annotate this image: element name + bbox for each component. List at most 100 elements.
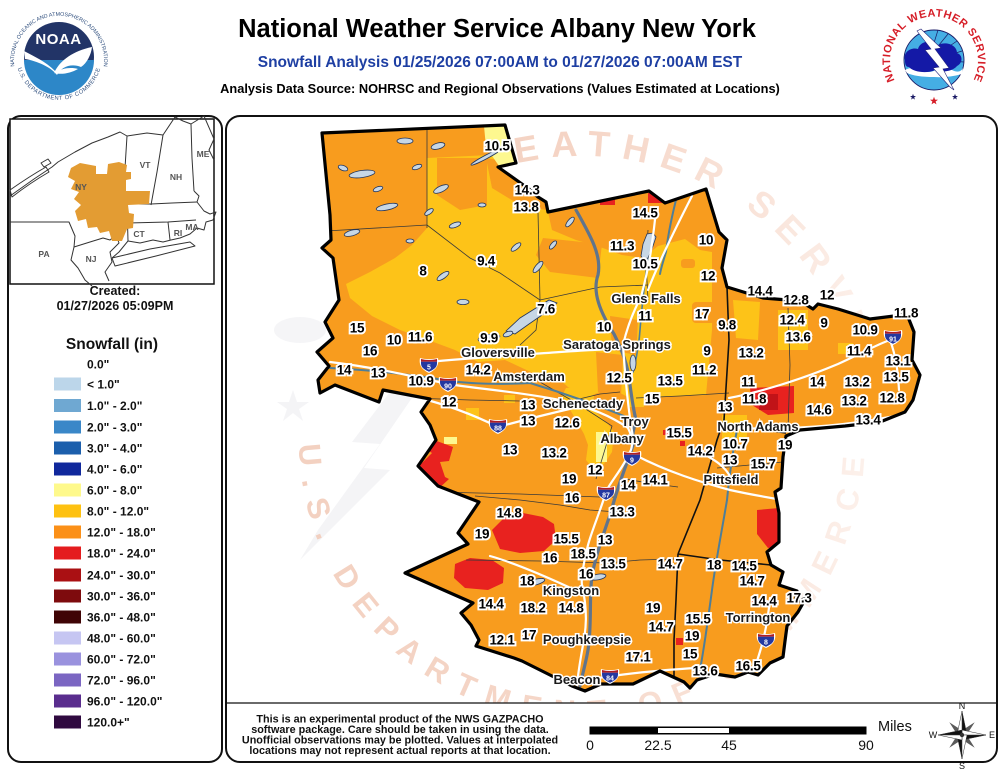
svg-text:18.5: 18.5 bbox=[570, 547, 596, 562]
svg-text:Beacon: Beacon bbox=[554, 672, 601, 687]
svg-text:14.2: 14.2 bbox=[465, 363, 490, 378]
svg-text:19: 19 bbox=[646, 601, 660, 616]
svg-text:10.5: 10.5 bbox=[484, 139, 510, 154]
svg-text:19: 19 bbox=[685, 629, 699, 644]
svg-text:13.2: 13.2 bbox=[844, 375, 869, 390]
svg-text:Poughkeepsie: Poughkeepsie bbox=[543, 632, 631, 647]
svg-text:9: 9 bbox=[630, 458, 634, 465]
svg-text:13: 13 bbox=[503, 443, 518, 458]
svg-text:13.5: 13.5 bbox=[883, 370, 909, 385]
svg-text:90: 90 bbox=[858, 737, 874, 753]
svg-text:18: 18 bbox=[520, 574, 535, 589]
svg-text:9.9: 9.9 bbox=[480, 331, 498, 346]
svg-text:88: 88 bbox=[494, 426, 502, 433]
svg-text:RI: RI bbox=[174, 228, 183, 238]
svg-text:19: 19 bbox=[475, 527, 489, 542]
svg-text:W: W bbox=[929, 730, 938, 740]
svg-text:12.5: 12.5 bbox=[606, 371, 632, 386]
svg-text:14.7: 14.7 bbox=[648, 620, 673, 635]
svg-text:15: 15 bbox=[645, 392, 660, 407]
svg-text:software package. Care should: software package. Care should be taken i… bbox=[251, 724, 549, 736]
svg-text:13.6: 13.6 bbox=[785, 330, 811, 345]
svg-text:10.9: 10.9 bbox=[852, 323, 877, 338]
svg-text:11.3: 11.3 bbox=[610, 239, 635, 254]
svg-text:8: 8 bbox=[419, 264, 427, 279]
svg-text:National Weather Service Alban: National Weather Service Albany New York bbox=[238, 15, 757, 43]
svg-text:NOAA: NOAA bbox=[35, 31, 81, 48]
svg-text:Created:: Created: bbox=[90, 284, 141, 298]
svg-text:10: 10 bbox=[597, 320, 611, 335]
svg-text:13: 13 bbox=[598, 533, 613, 548]
svg-text:96.0" - 120.0": 96.0" - 120.0" bbox=[87, 695, 162, 709]
svg-text:14.5: 14.5 bbox=[632, 206, 658, 221]
svg-text:12.1: 12.1 bbox=[489, 633, 515, 648]
svg-text:14.1: 14.1 bbox=[642, 473, 668, 488]
svg-text:Torrington: Torrington bbox=[726, 610, 791, 625]
svg-text:14.6: 14.6 bbox=[806, 403, 832, 418]
svg-text:16: 16 bbox=[565, 491, 580, 506]
svg-text:Albany: Albany bbox=[600, 431, 644, 446]
svg-text:13: 13 bbox=[521, 414, 536, 429]
svg-text:15.5: 15.5 bbox=[685, 612, 711, 627]
svg-text:13.1: 13.1 bbox=[885, 354, 911, 369]
svg-text:19: 19 bbox=[778, 438, 792, 453]
svg-text:13.6: 13.6 bbox=[692, 664, 718, 679]
svg-text:Analysis Data Source: NOHRSC a: Analysis Data Source: NOHRSC and Regiona… bbox=[220, 81, 780, 96]
svg-text:13.2: 13.2 bbox=[841, 394, 866, 409]
svg-text:13.2: 13.2 bbox=[738, 346, 763, 361]
svg-text:11.8: 11.8 bbox=[742, 392, 767, 407]
svg-text:36.0" - 48.0": 36.0" - 48.0" bbox=[87, 611, 156, 625]
svg-text:16: 16 bbox=[543, 551, 558, 566]
svg-text:13.3: 13.3 bbox=[609, 505, 635, 520]
svg-text:locations may not represent ac: locations may not represent actual repor… bbox=[249, 745, 550, 757]
svg-text:11: 11 bbox=[741, 375, 755, 390]
svg-text:11: 11 bbox=[638, 309, 652, 324]
svg-text:15: 15 bbox=[350, 321, 365, 336]
svg-text:Miles: Miles bbox=[878, 719, 912, 735]
svg-text:14: 14 bbox=[810, 375, 825, 390]
svg-text:22.5: 22.5 bbox=[644, 737, 671, 753]
svg-text:18.2: 18.2 bbox=[520, 601, 545, 616]
svg-text:8.0" - 12.0": 8.0" - 12.0" bbox=[87, 505, 149, 519]
svg-text:13: 13 bbox=[371, 366, 386, 381]
svg-text:11.4: 11.4 bbox=[847, 344, 872, 359]
svg-text:This is an experimental produc: This is an experimental product of the N… bbox=[256, 714, 543, 726]
svg-text:6.0" - 8.0": 6.0" - 8.0" bbox=[87, 484, 142, 498]
svg-text:12.8: 12.8 bbox=[783, 293, 809, 308]
svg-text:45: 45 bbox=[721, 737, 737, 753]
svg-text:12: 12 bbox=[820, 288, 834, 303]
svg-text:ME: ME bbox=[197, 149, 210, 159]
svg-text:7.6: 7.6 bbox=[537, 302, 556, 317]
svg-text:< 1.0": < 1.0" bbox=[87, 378, 120, 392]
svg-text:13: 13 bbox=[521, 398, 536, 413]
svg-text:1.0" - 2.0": 1.0" - 2.0" bbox=[87, 399, 142, 413]
svg-text:13.5: 13.5 bbox=[657, 374, 683, 389]
svg-text:13: 13 bbox=[718, 400, 733, 415]
svg-text:Gloversville: Gloversville bbox=[461, 345, 535, 360]
svg-text:17: 17 bbox=[695, 307, 709, 322]
svg-text:PA: PA bbox=[38, 249, 49, 259]
svg-text:17.3: 17.3 bbox=[786, 591, 812, 606]
svg-text:14.4: 14.4 bbox=[751, 594, 777, 609]
svg-text:30.0" - 36.0": 30.0" - 36.0" bbox=[87, 590, 156, 604]
svg-text:13.2: 13.2 bbox=[541, 446, 566, 461]
svg-text:12: 12 bbox=[701, 269, 715, 284]
svg-text:11.8: 11.8 bbox=[894, 306, 919, 321]
svg-text:19: 19 bbox=[562, 472, 576, 487]
svg-text:15.5: 15.5 bbox=[553, 532, 579, 547]
svg-text:24.0" - 30.0": 24.0" - 30.0" bbox=[87, 569, 156, 583]
svg-text:11.6: 11.6 bbox=[408, 330, 433, 345]
svg-text:S: S bbox=[959, 761, 965, 771]
svg-text:10: 10 bbox=[387, 333, 401, 348]
svg-text:10.9: 10.9 bbox=[408, 374, 433, 389]
svg-text:9: 9 bbox=[703, 344, 710, 359]
svg-text:48.0" - 60.0": 48.0" - 60.0" bbox=[87, 632, 156, 646]
svg-text:14.7: 14.7 bbox=[657, 557, 682, 572]
svg-text:84: 84 bbox=[606, 676, 614, 683]
svg-text:11.2: 11.2 bbox=[692, 363, 716, 378]
svg-text:10.7: 10.7 bbox=[722, 437, 747, 452]
svg-text:VT: VT bbox=[140, 160, 152, 170]
svg-text:72.0" - 96.0": 72.0" - 96.0" bbox=[87, 674, 156, 688]
svg-text:87: 87 bbox=[602, 493, 610, 500]
svg-text:12: 12 bbox=[442, 395, 456, 410]
